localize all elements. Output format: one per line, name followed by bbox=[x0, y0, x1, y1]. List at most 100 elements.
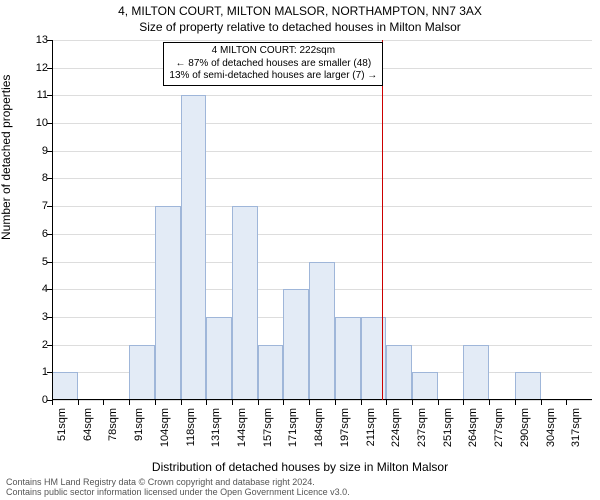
y-tick-mark bbox=[47, 40, 52, 41]
x-tick-label: 104sqm bbox=[159, 408, 171, 447]
x-tick-mark bbox=[103, 400, 104, 405]
gridline bbox=[52, 151, 592, 152]
x-tick-label: 304sqm bbox=[545, 408, 557, 447]
chart-title-line1: 4, MILTON COURT, MILTON MALSOR, NORTHAMP… bbox=[0, 4, 600, 18]
x-tick-mark bbox=[232, 400, 233, 405]
x-tick-mark bbox=[78, 400, 79, 405]
y-tick-label: 1 bbox=[8, 366, 48, 378]
x-tick-mark bbox=[155, 400, 156, 405]
x-axis-label: Distribution of detached houses by size … bbox=[0, 460, 600, 474]
x-tick-label: 78sqm bbox=[107, 408, 119, 441]
x-tick-mark bbox=[515, 400, 516, 405]
y-tick-label: 3 bbox=[8, 311, 48, 323]
annotation-line1: 4 MILTON COURT: 222sqm bbox=[169, 45, 377, 58]
y-tick-label: 6 bbox=[8, 228, 48, 240]
x-tick-mark bbox=[489, 400, 490, 405]
x-tick-label: 264sqm bbox=[467, 408, 479, 447]
y-tick-mark bbox=[47, 372, 52, 373]
x-tick-mark bbox=[283, 400, 284, 405]
y-tick-label: 0 bbox=[8, 394, 48, 406]
x-tick-mark bbox=[258, 400, 259, 405]
y-tick-mark bbox=[47, 262, 52, 263]
histogram-bar bbox=[283, 289, 309, 400]
x-tick-mark bbox=[335, 400, 336, 405]
x-tick-label: 197sqm bbox=[339, 408, 351, 447]
y-axis bbox=[52, 40, 53, 400]
x-tick-mark bbox=[129, 400, 130, 405]
y-tick-mark bbox=[47, 317, 52, 318]
x-tick-label: 184sqm bbox=[313, 408, 325, 447]
x-tick-label: 171sqm bbox=[287, 408, 299, 447]
x-tick-label: 51sqm bbox=[56, 408, 68, 441]
plot-area: 4 MILTON COURT: 222sqm← 87% of detached … bbox=[52, 40, 592, 400]
histogram-bar bbox=[515, 372, 541, 400]
gridline bbox=[52, 400, 592, 401]
gridline bbox=[52, 123, 592, 124]
x-tick-label: 157sqm bbox=[262, 408, 274, 447]
histogram-bar bbox=[309, 262, 335, 400]
histogram-bar bbox=[335, 317, 361, 400]
gridline bbox=[52, 95, 592, 96]
x-tick-mark bbox=[361, 400, 362, 405]
y-tick-mark bbox=[47, 68, 52, 69]
gridline bbox=[52, 40, 592, 41]
x-tick-mark bbox=[309, 400, 310, 405]
annotation-line2: ← 87% of detached houses are smaller (48… bbox=[169, 58, 377, 71]
y-tick-mark bbox=[47, 345, 52, 346]
y-tick-label: 12 bbox=[8, 62, 48, 74]
annotation-box: 4 MILTON COURT: 222sqm← 87% of detached … bbox=[163, 42, 383, 86]
y-tick-label: 10 bbox=[8, 117, 48, 129]
property-marker-line bbox=[382, 40, 383, 400]
x-tick-mark bbox=[386, 400, 387, 405]
x-tick-mark bbox=[541, 400, 542, 405]
chart-container: 4, MILTON COURT, MILTON MALSOR, NORTHAMP… bbox=[0, 0, 600, 500]
x-tick-label: 91sqm bbox=[133, 408, 145, 441]
histogram-bar bbox=[463, 345, 489, 400]
x-tick-mark bbox=[438, 400, 439, 405]
x-tick-label: 131sqm bbox=[210, 408, 222, 447]
histogram-bar bbox=[386, 345, 412, 400]
x-tick-label: 224sqm bbox=[390, 408, 402, 447]
y-tick-label: 13 bbox=[8, 34, 48, 46]
y-tick-mark bbox=[47, 151, 52, 152]
histogram-bar bbox=[181, 95, 207, 400]
histogram-bar bbox=[155, 206, 181, 400]
annotation-line3: 13% of semi-detached houses are larger (… bbox=[169, 70, 377, 83]
y-tick-label: 11 bbox=[8, 89, 48, 101]
y-tick-label: 7 bbox=[8, 200, 48, 212]
y-tick-mark bbox=[47, 234, 52, 235]
histogram-bar bbox=[129, 345, 155, 400]
x-tick-label: 237sqm bbox=[416, 408, 428, 447]
x-tick-label: 211sqm bbox=[365, 408, 377, 446]
y-tick-mark bbox=[47, 95, 52, 96]
x-tick-mark bbox=[206, 400, 207, 405]
gridline bbox=[52, 178, 592, 179]
y-tick-label: 4 bbox=[8, 283, 48, 295]
x-tick-mark bbox=[463, 400, 464, 405]
footer-line2: Contains public sector information licen… bbox=[6, 488, 350, 498]
gridline bbox=[52, 234, 592, 235]
x-tick-mark bbox=[52, 400, 53, 405]
y-tick-label: 2 bbox=[8, 339, 48, 351]
histogram-bar bbox=[206, 317, 232, 400]
y-tick-label: 9 bbox=[8, 145, 48, 157]
chart-title-line2: Size of property relative to detached ho… bbox=[0, 20, 600, 34]
y-tick-mark bbox=[47, 178, 52, 179]
histogram-bar bbox=[52, 372, 78, 400]
x-tick-mark bbox=[412, 400, 413, 405]
y-tick-mark bbox=[47, 289, 52, 290]
y-tick-mark bbox=[47, 206, 52, 207]
x-tick-label: 251sqm bbox=[442, 408, 454, 447]
footer-attribution: Contains HM Land Registry data © Crown c… bbox=[6, 478, 350, 498]
y-tick-label: 8 bbox=[8, 172, 48, 184]
x-tick-label: 64sqm bbox=[82, 408, 94, 441]
x-tick-label: 277sqm bbox=[493, 408, 505, 447]
x-tick-label: 317sqm bbox=[570, 408, 582, 447]
gridline bbox=[52, 206, 592, 207]
histogram-bar bbox=[412, 372, 438, 400]
x-tick-label: 144sqm bbox=[236, 408, 248, 447]
x-tick-label: 290sqm bbox=[519, 408, 531, 447]
x-tick-label: 118sqm bbox=[185, 408, 197, 446]
x-tick-mark bbox=[181, 400, 182, 405]
x-axis bbox=[52, 399, 592, 400]
